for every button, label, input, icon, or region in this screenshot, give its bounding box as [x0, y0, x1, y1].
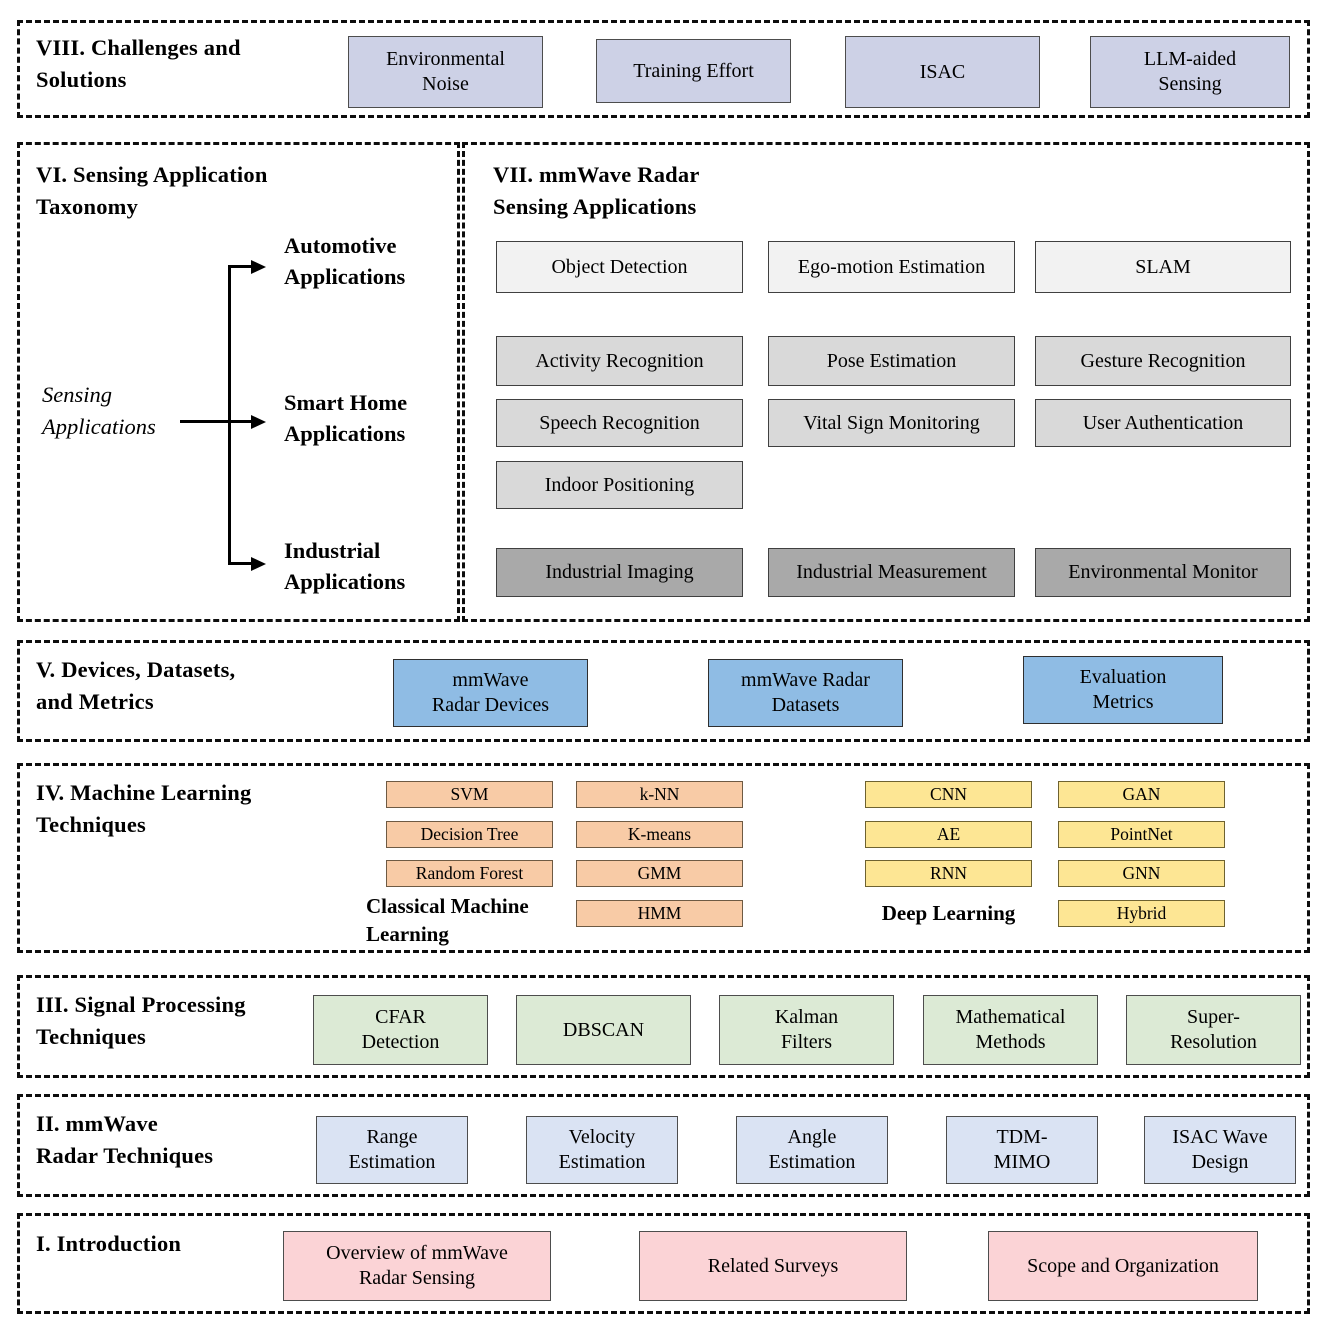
- box-cnn: CNN: [865, 781, 1032, 808]
- box-mathematical-methods: Mathematical Methods: [923, 995, 1098, 1065]
- box-decision-tree: Decision Tree: [386, 821, 553, 848]
- branch-industrial-applications: Industrial Applications: [284, 538, 406, 595]
- box-scope-and-organization: Scope and Organization: [988, 1231, 1258, 1301]
- branch-automotive-applications: Automotive Applications: [284, 233, 406, 290]
- section-i-introduction: I. Introduction Overview of mmWave Radar…: [17, 1213, 1310, 1314]
- box-cfar-detection: CFAR Detection: [313, 995, 488, 1065]
- box-k-means: K-means: [576, 821, 743, 848]
- box-gan: GAN: [1058, 781, 1225, 808]
- deep-learning-label: Deep Learning: [881, 901, 1016, 925]
- box-training-effort: Training Effort: [596, 39, 791, 103]
- box-isac-wave-design: ISAC Wave Design: [1144, 1116, 1296, 1184]
- section-vii-title: VII. mmWave Radar Sensing Applications: [493, 162, 700, 219]
- box-range-estimation: Range Estimation: [316, 1116, 468, 1184]
- box-user-authentication: User Authentication: [1035, 399, 1291, 447]
- box-evaluation-metrics: Evaluation Metrics: [1023, 656, 1223, 724]
- section-viii-title: VIII. Challenges and Solutions: [36, 35, 241, 92]
- branch-smart-home-applications: Smart Home Applications: [284, 390, 408, 447]
- box-velocity-estimation: Velocity Estimation: [526, 1116, 678, 1184]
- box-tdm-mimo: TDM- MIMO: [946, 1116, 1098, 1184]
- section-iii-signal-processing: III. Signal Processing Techniques CFAR D…: [17, 975, 1310, 1078]
- box-llm-aided-sensing: LLM-aided Sensing: [1090, 36, 1290, 108]
- box-random-forest: Random Forest: [386, 860, 553, 887]
- section-iv-title: IV. Machine Learning Techniques: [36, 780, 252, 837]
- box-dbscan: DBSCAN: [516, 995, 691, 1065]
- box-industrial-imaging: Industrial Imaging: [496, 548, 743, 597]
- section-v-title: V. Devices, Datasets, and Metrics: [36, 657, 236, 714]
- box-gnn: GNN: [1058, 860, 1225, 887]
- arrow-automotive-icon: [251, 259, 266, 274]
- box-k-nn: k-NN: [576, 781, 743, 808]
- tree-branch-line-top: [228, 265, 252, 268]
- box-rnn: RNN: [865, 860, 1032, 887]
- tree-branch-line-middle: [180, 420, 252, 423]
- box-overview-mmwave-radar-sensing: Overview of mmWave Radar Sensing: [283, 1231, 551, 1301]
- section-v-devices-datasets-metrics: V. Devices, Datasets, and Metrics mmWave…: [17, 640, 1310, 742]
- box-hybrid: Hybrid: [1058, 900, 1225, 927]
- section-vii-sensing-applications: VII. mmWave Radar Sensing Applications O…: [462, 142, 1310, 622]
- box-super-resolution: Super- Resolution: [1126, 995, 1301, 1065]
- section-ii-title: II. mmWave Radar Techniques: [36, 1111, 214, 1168]
- box-ego-motion-estimation: Ego-motion Estimation: [768, 241, 1015, 293]
- section-vi-title: VI. Sensing Application Taxonomy: [36, 162, 268, 219]
- box-indoor-positioning: Indoor Positioning: [496, 461, 743, 509]
- section-viii-challenges: VIII. Challenges and Solutions Environme…: [17, 20, 1310, 118]
- section-i-title: I. Introduction: [36, 1231, 182, 1256]
- section-vi-taxonomy: VI. Sensing Application Taxonomy Sensing…: [17, 142, 460, 622]
- box-pointnet: PointNet: [1058, 821, 1225, 848]
- section-iv-machine-learning: IV. Machine Learning Techniques SVM Deci…: [17, 763, 1310, 953]
- box-activity-recognition: Activity Recognition: [496, 336, 743, 386]
- tree-vertical-line: [228, 265, 231, 565]
- box-environmental-monitor: Environmental Monitor: [1035, 548, 1291, 597]
- box-object-detection: Object Detection: [496, 241, 743, 293]
- box-gmm: GMM: [576, 860, 743, 887]
- box-environmental-noise: Environmental Noise: [348, 36, 543, 108]
- box-gesture-recognition: Gesture Recognition: [1035, 336, 1291, 386]
- section-iii-title: III. Signal Processing Techniques: [36, 992, 246, 1049]
- section-ii-radar-techniques: II. mmWave Radar Techniques Range Estima…: [17, 1094, 1310, 1197]
- box-industrial-measurement: Industrial Measurement: [768, 548, 1015, 597]
- box-slam: SLAM: [1035, 241, 1291, 293]
- tree-branch-line-bottom: [228, 562, 252, 565]
- sensing-applications-label: Sensing Applications: [42, 382, 156, 439]
- arrow-industrial-icon: [251, 556, 266, 571]
- box-speech-recognition: Speech Recognition: [496, 399, 743, 447]
- box-ae: AE: [865, 821, 1032, 848]
- box-vital-sign-monitoring: Vital Sign Monitoring: [768, 399, 1015, 447]
- box-hmm: HMM: [576, 900, 743, 927]
- arrow-smart-home-icon: [251, 414, 266, 429]
- box-mmwave-radar-devices: mmWave Radar Devices: [393, 659, 588, 727]
- box-mmwave-radar-datasets: mmWave Radar Datasets: [708, 659, 903, 727]
- box-pose-estimation: Pose Estimation: [768, 336, 1015, 386]
- box-kalman-filters: Kalman Filters: [719, 995, 894, 1065]
- box-related-surveys: Related Surveys: [639, 1231, 907, 1301]
- box-svm: SVM: [386, 781, 553, 808]
- box-isac: ISAC: [845, 36, 1040, 108]
- classical-machine-learning-label: Classical Machine Learning: [366, 894, 529, 947]
- box-angle-estimation: Angle Estimation: [736, 1116, 888, 1184]
